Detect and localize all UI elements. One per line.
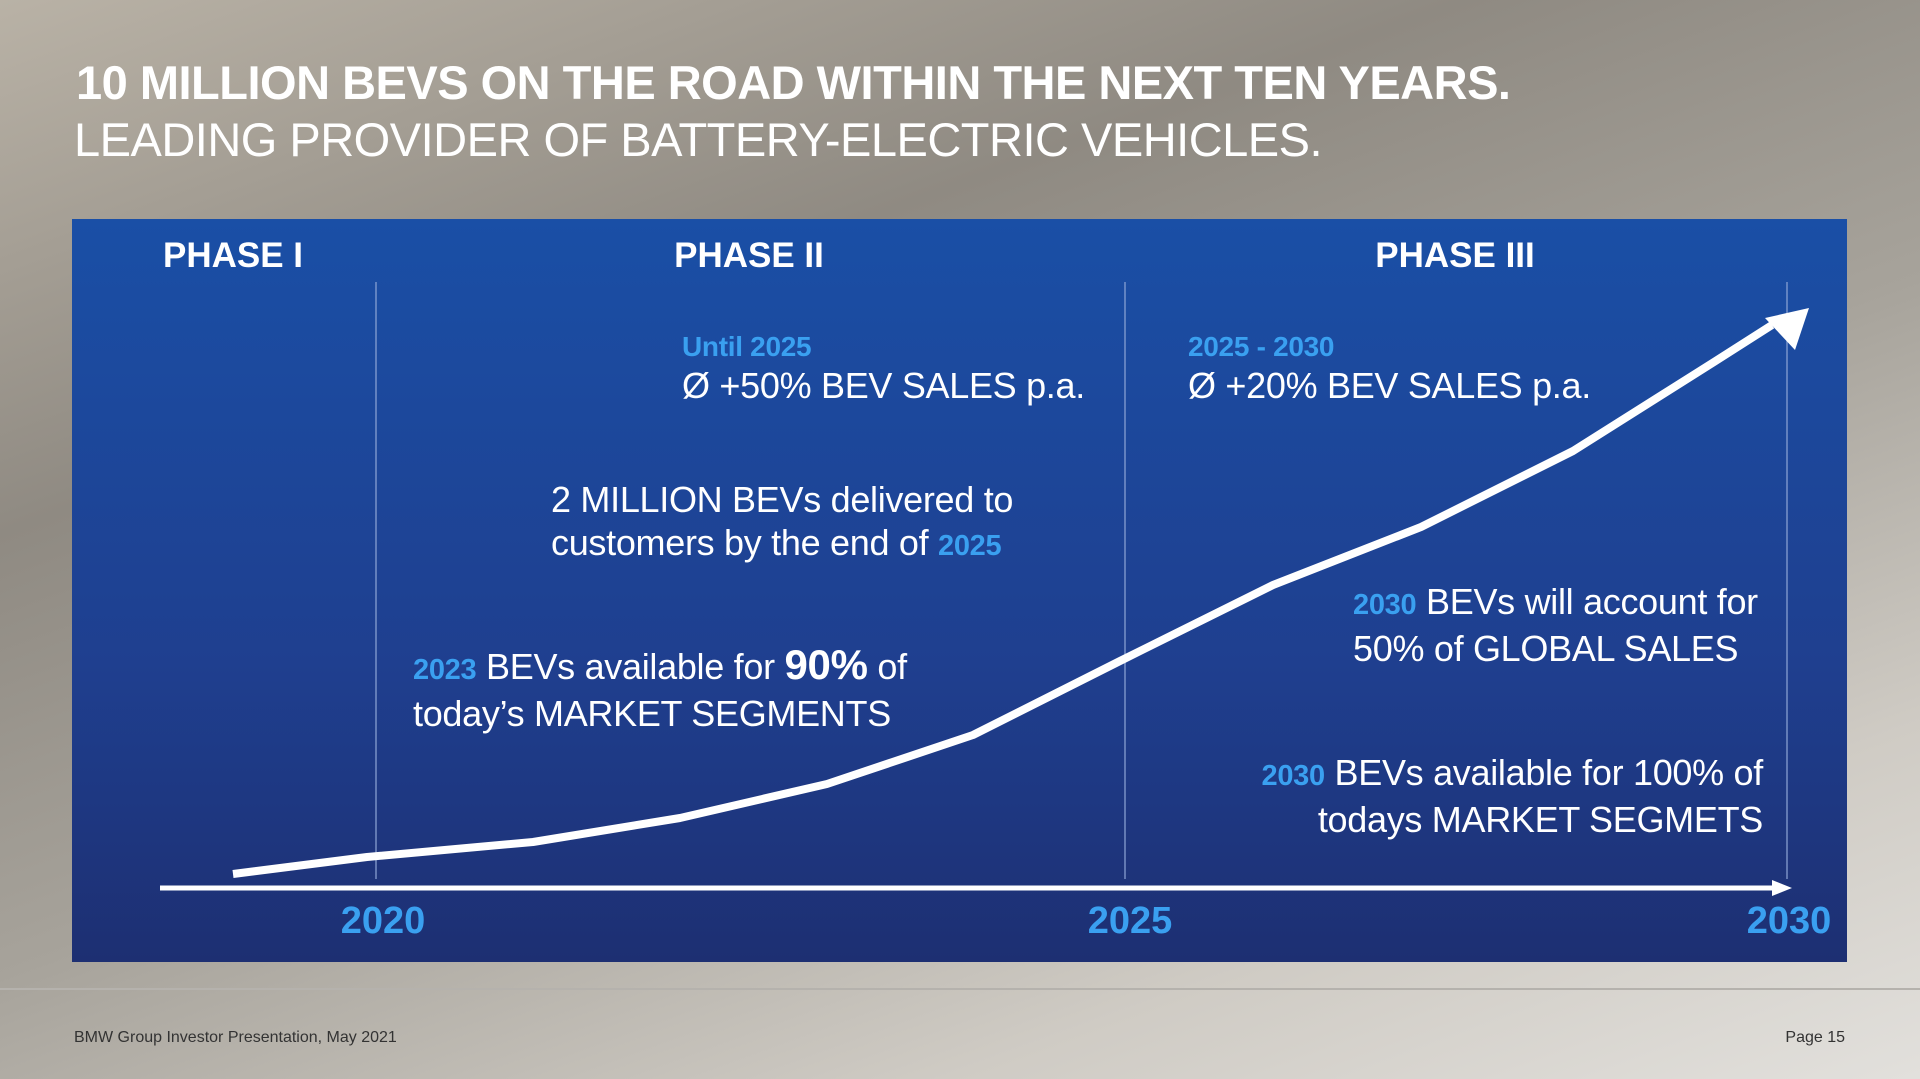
milestone-text: BEVs will account for 50% of GLOBAL SALE… xyxy=(1353,581,1758,669)
year-label: 2030 xyxy=(1746,900,1832,942)
slide-subtitle: LEADING PROVIDER OF BATTERY-ELECTRIC VEH… xyxy=(74,113,1323,166)
timeline-panel xyxy=(72,219,1847,962)
milestone-year: 2030 xyxy=(1353,589,1417,621)
growth-note: Until 2025 Ø +50% BEV SALES p.a. xyxy=(682,330,1085,407)
growth-period: 2025 - 2030 xyxy=(1188,331,1335,362)
milestone-text: BEVs available for 100% of todays MARKET… xyxy=(1317,752,1763,840)
slide-title: 10 MILLION BEVS ON THE ROAD WITHIN THE N… xyxy=(76,56,1511,109)
milestone-text: BEVs available for xyxy=(486,646,775,687)
milestone-text: 2 MILLION BEVs delivered to customers by… xyxy=(551,479,1014,563)
growth-rate: Ø +20% BEV SALES p.a. xyxy=(1188,365,1591,406)
milestone: 2 MILLION BEVs delivered to customers by… xyxy=(551,478,1051,568)
page-number: Page 15 xyxy=(1785,1029,1845,1046)
milestone: 2030 BEVs available for 100% of todays M… xyxy=(1251,751,1764,841)
curve-arrowhead xyxy=(1765,308,1809,350)
phase-label: PHASE III xyxy=(1375,236,1535,275)
growth-rate: Ø +50% BEV SALES p.a. xyxy=(682,365,1085,406)
milestone-text: of today’s MARKET SEGMENTS xyxy=(413,646,907,734)
milestone-year: 2030 xyxy=(1261,760,1326,792)
milestone: 2030 BEVs will account for 50% of GLOBAL… xyxy=(1353,580,1803,670)
growth-period: Until 2025 xyxy=(682,331,812,362)
phase-label: PHASE I xyxy=(162,236,304,275)
milestone: 2023 BEVs available for 90% of today’s M… xyxy=(413,643,973,735)
growth-note: 2025 - 2030 Ø +20% BEV SALES p.a. xyxy=(1188,330,1591,407)
phase-label: PHASE II xyxy=(674,236,824,275)
milestone-year: 2025 xyxy=(938,530,1002,562)
footer-source: BMW Group Investor Presentation, May 202… xyxy=(74,1029,397,1046)
year-label: 2025 xyxy=(1087,900,1173,942)
year-label: 2020 xyxy=(340,900,426,942)
axis-arrowhead xyxy=(1772,880,1792,896)
milestone-emphasis: 90% xyxy=(784,641,868,688)
milestone-year: 2023 xyxy=(413,654,477,686)
growth-curve xyxy=(232,321,1775,878)
footer-separator xyxy=(0,988,1920,990)
